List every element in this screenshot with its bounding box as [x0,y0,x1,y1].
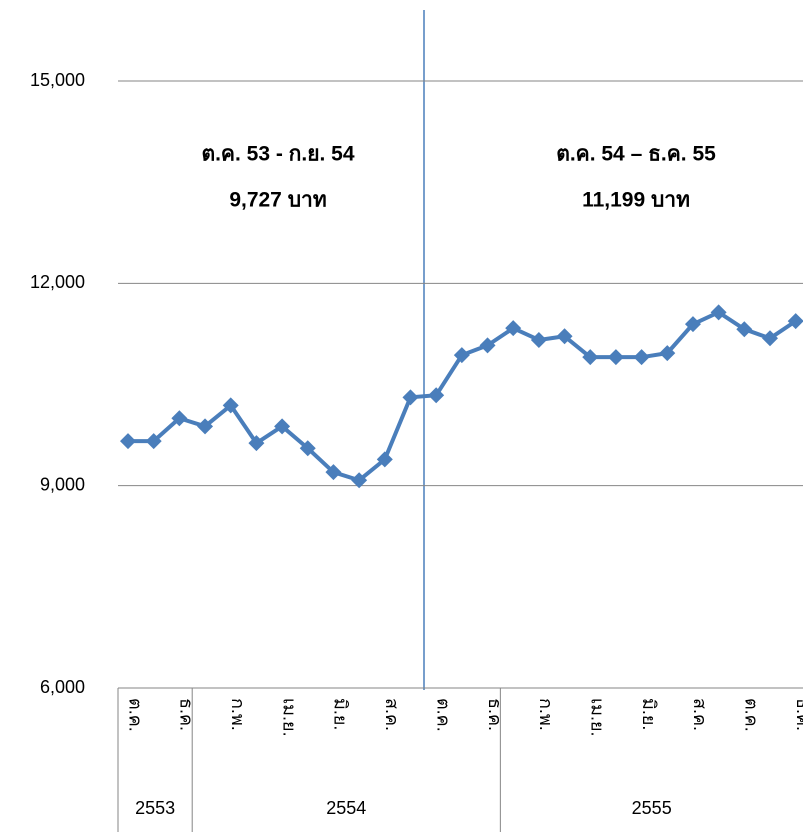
x-tick-label: ธ.ค. [793,698,803,731]
line [128,310,797,483]
marker [453,347,470,364]
marker [762,330,778,347]
x-tick-label: มิ.ย. [639,698,659,730]
y-tick-label: 6,000 [40,677,85,697]
marker [479,337,496,354]
x-tick-label: เม.ย. [279,698,299,737]
y-tick-label: 9,000 [40,474,85,494]
series [120,304,803,489]
x-tick-label: ก.พ. [228,698,248,731]
marker [222,397,239,414]
marker [582,349,599,366]
marker [684,316,701,333]
annotation-average: 11,199 บาท [582,189,690,212]
x-tick-label: ก.พ. [536,698,556,731]
y-tick-label: 12,000 [30,272,85,292]
marker [248,435,265,452]
x-tick-label: ต.ค. [125,698,145,732]
marker [171,410,188,427]
x-tick-label: ธ.ค. [177,698,197,731]
x-tick-label: มิ.ย. [331,698,351,730]
marker [197,418,214,435]
marker [633,349,650,366]
marker [402,389,419,406]
marker [376,451,393,468]
marker [659,345,676,362]
x-group-label: 2554 [326,798,366,818]
marker [556,328,573,345]
marker [736,321,753,338]
marker [607,349,624,366]
marker [120,433,136,450]
x-tick-label: ธ.ค. [485,698,505,731]
marker [530,331,547,348]
x-tick-label: ต.ค. [742,698,762,732]
marker [787,313,803,330]
marker [710,304,727,321]
x-group-label: 2553 [135,798,175,818]
marker [428,387,445,404]
annotation-average: 9,727 บาท [229,189,326,212]
annotation-period: ต.ค. 54 – ธ.ค. 55 [556,143,716,166]
marker [145,433,162,450]
marker [505,320,522,337]
x-tick-label: ต.ค. [433,698,453,732]
x-tick-label: ส.ค. [690,698,710,731]
marker [299,440,316,457]
marker [274,418,291,435]
annotation-period: ต.ค. 53 - ก.ย. 54 [201,143,354,166]
y-tick-label: 15,000 [30,70,85,90]
marker [351,472,368,489]
x-group-label: 2555 [632,798,672,818]
x-tick-label: ส.ค. [382,698,402,731]
x-tick-label: เม.ย. [587,698,607,737]
marker [325,464,342,481]
